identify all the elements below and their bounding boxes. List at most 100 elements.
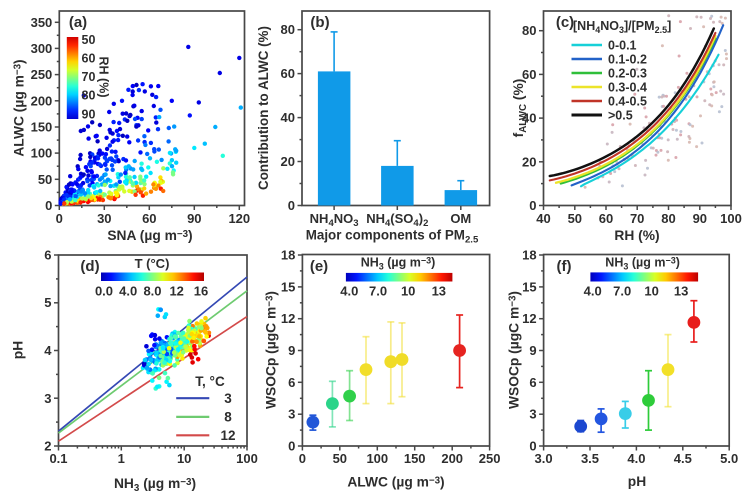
- svg-text:15: 15: [522, 279, 536, 294]
- svg-text:0.0: 0.0: [95, 284, 113, 299]
- svg-text:ALWC (µg m−3): ALWC (µg m−3): [12, 59, 27, 156]
- svg-text:12: 12: [522, 311, 536, 326]
- svg-text:350: 350: [31, 15, 53, 30]
- svg-text:60: 60: [142, 211, 156, 226]
- svg-text:NH3 (µg m−3): NH3 (µg m−3): [605, 255, 680, 271]
- svg-text:6: 6: [44, 248, 51, 263]
- svg-text:120: 120: [228, 211, 250, 226]
- svg-text:12: 12: [220, 428, 235, 443]
- svg-text:80: 80: [522, 23, 536, 38]
- svg-text:0: 0: [288, 439, 295, 454]
- svg-text:2: 2: [44, 439, 51, 454]
- svg-text:1: 1: [118, 451, 125, 466]
- svg-text:NH4NO3: NH4NO3: [310, 211, 359, 229]
- svg-text:10: 10: [644, 284, 658, 299]
- svg-text:4.0: 4.0: [584, 284, 602, 299]
- svg-text:80: 80: [281, 22, 295, 37]
- svg-text:80: 80: [82, 89, 96, 103]
- svg-text:WSOCp (µgC m−3): WSOCp (µgC m−3): [507, 291, 522, 409]
- svg-text:0: 0: [56, 211, 63, 226]
- svg-text:12: 12: [169, 284, 183, 299]
- svg-text:300: 300: [31, 41, 53, 56]
- svg-text:5.0: 5.0: [720, 451, 738, 466]
- svg-text:70: 70: [82, 70, 96, 84]
- svg-text:50: 50: [82, 33, 96, 47]
- svg-text:T (°C): T (°C): [135, 256, 170, 271]
- svg-text:NH4(SO4)2: NH4(SO4)2: [366, 211, 428, 229]
- svg-text:6: 6: [288, 375, 295, 390]
- svg-text:4.5: 4.5: [674, 451, 692, 466]
- svg-text:60: 60: [281, 66, 295, 81]
- svg-text:(f): (f): [557, 258, 572, 275]
- svg-text:pH: pH: [628, 474, 646, 489]
- svg-text:pH: pH: [11, 341, 26, 359]
- svg-text:18: 18: [281, 248, 295, 263]
- svg-text:3: 3: [44, 391, 51, 406]
- svg-text:8: 8: [224, 410, 232, 425]
- svg-text:T, °C: T, °C: [195, 374, 225, 389]
- svg-text:3: 3: [529, 407, 536, 422]
- svg-text:0.1-0.2: 0.1-0.2: [608, 53, 647, 67]
- svg-text:13: 13: [432, 284, 446, 299]
- svg-text:60: 60: [522, 67, 536, 82]
- svg-text:(e): (e): [310, 258, 328, 275]
- svg-text:NH3 (µg m−3): NH3 (µg m−3): [114, 476, 196, 494]
- svg-text:0: 0: [529, 198, 536, 213]
- svg-text:3: 3: [288, 407, 295, 422]
- svg-text:200: 200: [31, 93, 53, 108]
- svg-text:90: 90: [693, 211, 707, 226]
- svg-text:NH3 (µg m−3): NH3 (µg m−3): [361, 255, 436, 271]
- svg-text:0: 0: [299, 451, 306, 466]
- svg-text:16: 16: [194, 284, 208, 299]
- svg-text:40: 40: [536, 211, 550, 226]
- svg-text:40: 40: [522, 111, 536, 126]
- svg-text:100: 100: [720, 211, 742, 226]
- svg-text:(d): (d): [80, 258, 99, 275]
- svg-text:200: 200: [441, 451, 463, 466]
- svg-text:9: 9: [529, 343, 536, 358]
- svg-text:0: 0: [45, 198, 52, 213]
- svg-text:0.4-0.5: 0.4-0.5: [608, 95, 647, 109]
- svg-text:0.1: 0.1: [49, 451, 67, 466]
- svg-text:4.0: 4.0: [627, 451, 645, 466]
- svg-text:250: 250: [479, 451, 501, 466]
- svg-text:100: 100: [236, 451, 258, 466]
- svg-text:15: 15: [281, 279, 295, 294]
- svg-text:0-0.1: 0-0.1: [608, 39, 637, 53]
- svg-text:20: 20: [522, 154, 536, 169]
- svg-text:60: 60: [82, 52, 96, 66]
- svg-text:30: 30: [97, 211, 111, 226]
- svg-text:80: 80: [661, 211, 675, 226]
- svg-text:150: 150: [31, 120, 53, 135]
- svg-text:150: 150: [404, 451, 426, 466]
- svg-text:70: 70: [630, 211, 644, 226]
- svg-text:0: 0: [529, 439, 536, 454]
- svg-text:3.5: 3.5: [581, 451, 599, 466]
- svg-text:13: 13: [674, 284, 688, 299]
- svg-text:WSOCp (µgC m−3): WSOCp (µgC m−3): [264, 291, 279, 409]
- svg-text:0.2-0.3: 0.2-0.3: [608, 67, 647, 81]
- svg-text:>0.5: >0.5: [608, 109, 633, 123]
- svg-text:50: 50: [38, 172, 52, 187]
- svg-text:20: 20: [281, 154, 295, 169]
- svg-text:60: 60: [599, 211, 613, 226]
- svg-text:6: 6: [529, 375, 536, 390]
- svg-text:90: 90: [187, 211, 201, 226]
- svg-text:(a): (a): [69, 14, 87, 31]
- svg-text:ALWC (µg m−3): ALWC (µg m−3): [347, 475, 444, 490]
- svg-text:7.0: 7.0: [369, 284, 387, 299]
- svg-text:Contribution to ALWC (%): Contribution to ALWC (%): [256, 26, 271, 190]
- svg-text:RH (%): RH (%): [97, 57, 111, 98]
- svg-text:OM: OM: [450, 211, 471, 226]
- svg-text:SNA (µg m−3): SNA (µg m−3): [107, 228, 192, 243]
- svg-text:0: 0: [288, 198, 295, 213]
- svg-text:5: 5: [44, 295, 51, 310]
- svg-text:250: 250: [31, 67, 53, 82]
- svg-text:(c): (c): [556, 14, 574, 31]
- svg-text:[NH4NO3]/[PM2.5]: [NH4NO3]/[PM2.5]: [573, 19, 671, 35]
- svg-text:(b): (b): [310, 14, 329, 31]
- svg-text:4.0: 4.0: [340, 284, 358, 299]
- svg-text:50: 50: [333, 451, 347, 466]
- svg-text:10: 10: [401, 284, 415, 299]
- svg-text:4: 4: [44, 343, 52, 358]
